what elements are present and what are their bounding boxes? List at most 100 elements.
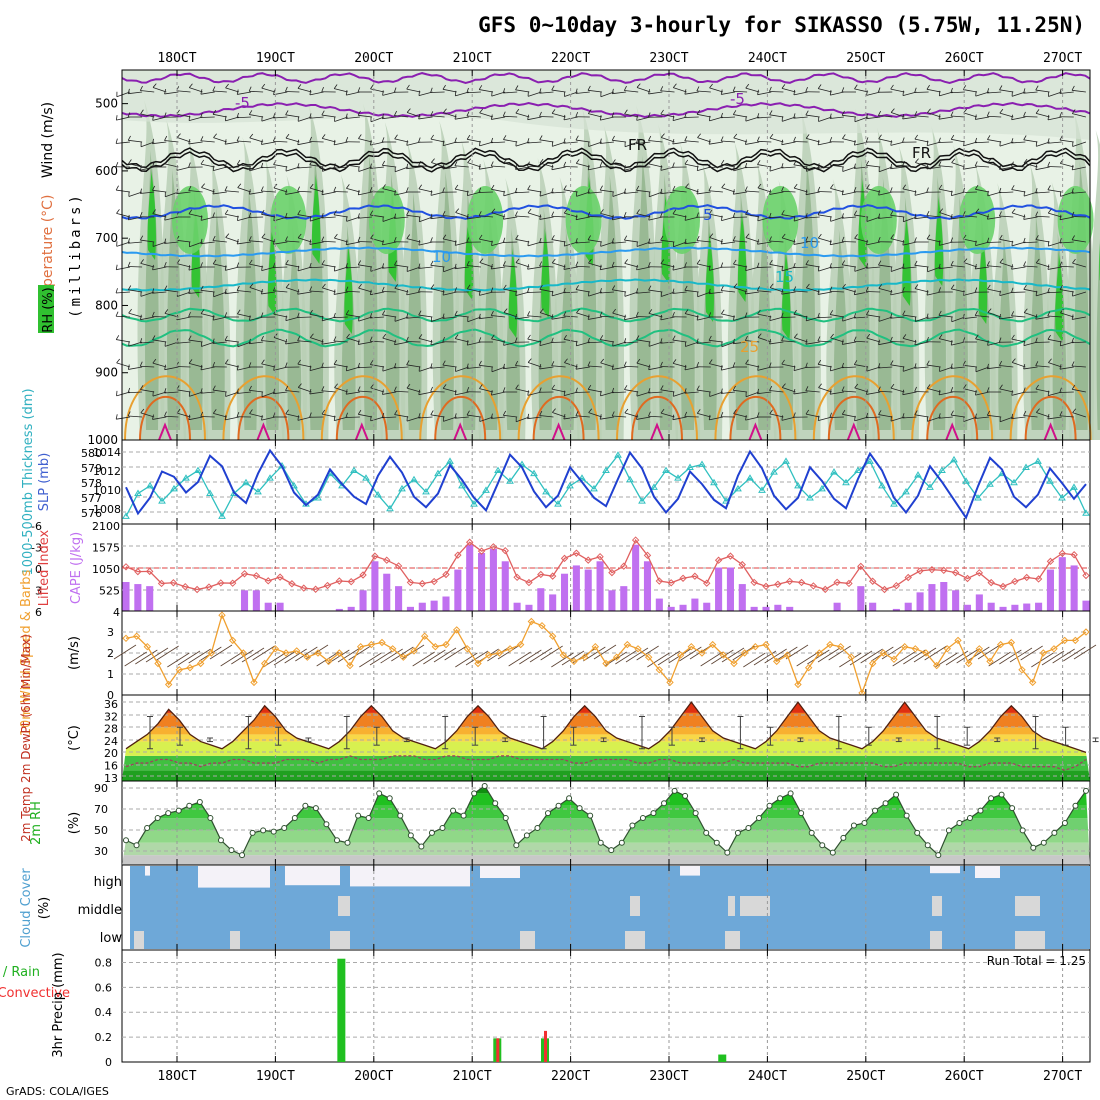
- wind-barb-flag: [575, 214, 578, 220]
- wind-barb: [915, 316, 929, 322]
- wind-barb: [817, 647, 841, 663]
- wind-barb: [370, 316, 385, 319]
- wind-barb: [793, 164, 808, 168]
- wind-barb-flag: [273, 388, 276, 394]
- wind-barb-flag: [563, 161, 567, 167]
- rh-point: [956, 820, 963, 826]
- wind-barb: [902, 416, 917, 419]
- li-point: [868, 577, 877, 585]
- wind-barb-flag: [648, 215, 650, 221]
- wind-barb: [519, 649, 542, 665]
- wind-barb: [975, 315, 990, 318]
- wind-barb: [430, 341, 445, 346]
- wind-barb-flag: [611, 285, 616, 291]
- wind-barb-flag: [139, 188, 142, 194]
- wind-barb-flag: [297, 359, 301, 365]
- wind-barb: [938, 165, 953, 168]
- wind-barb: [394, 390, 409, 393]
- rh-tick: 30: [94, 845, 108, 858]
- wind-barb-flag: [877, 386, 881, 392]
- wind-barb: [200, 366, 215, 371]
- rh-point: [154, 815, 161, 822]
- wind-barb: [1072, 166, 1086, 171]
- rh-point: [376, 790, 383, 797]
- thickness-point: [878, 481, 886, 489]
- wind-barb: [529, 647, 553, 663]
- cape-bar: [146, 586, 154, 611]
- wind-barb: [890, 166, 905, 170]
- wind-barb: [333, 166, 348, 169]
- wind-barb-flag: [660, 165, 662, 171]
- wind-barb: [152, 116, 167, 121]
- cape-bar: [395, 586, 403, 611]
- wind-barb: [849, 650, 873, 666]
- wind-barb-flag: [781, 186, 784, 192]
- wind-barb-flag: [297, 186, 300, 192]
- li-point: [525, 578, 533, 587]
- wind-barb-flag: [151, 311, 155, 317]
- wind-barb-flag: [854, 84, 858, 90]
- wind-barb: [515, 89, 530, 93]
- wind-barb-flag: [466, 111, 470, 117]
- wind-barb-flag: [951, 158, 956, 163]
- wind-barb-flag: [502, 237, 506, 243]
- wind-barb-flag: [418, 113, 421, 120]
- wind-barb: [866, 91, 881, 96]
- wind-barb-flag: [358, 134, 362, 139]
- wind-barb-flag: [115, 335, 120, 340]
- wind-barb-flag: [127, 238, 130, 244]
- wind-barb-flag: [757, 309, 761, 315]
- wind-barb-flag: [503, 158, 508, 164]
- cape-bar: [537, 588, 545, 611]
- wind-barb-flag: [478, 164, 481, 170]
- wind-barb-flag: [382, 310, 386, 316]
- wind-barb: [660, 389, 675, 393]
- wind-barb-flag: [442, 140, 445, 146]
- wind-barb: [624, 239, 639, 243]
- wind-barb-flag: [721, 309, 725, 315]
- wind-barb-flag: [491, 240, 493, 246]
- wind-barb: [661, 137, 675, 143]
- wind-barb-flag: [1059, 364, 1062, 370]
- li-point: [785, 577, 794, 586]
- rh-tick: 70: [94, 803, 108, 816]
- wind-barb-flag: [1036, 408, 1040, 413]
- wind-barb-flag: [321, 339, 324, 345]
- wind-barb: [709, 391, 724, 397]
- run-total: Run Total = 1.25: [987, 954, 1086, 968]
- wind-barb: [878, 115, 893, 118]
- contour-label: 10: [432, 248, 451, 266]
- wind-barb: [657, 650, 681, 666]
- wind-barb-flag: [454, 389, 457, 395]
- wind-barb-flag: [212, 338, 215, 344]
- wind-barb: [1072, 412, 1087, 418]
- wind-barb-flag: [297, 336, 301, 341]
- wind-barb-flag: [151, 162, 155, 168]
- wind-barb: [769, 216, 784, 219]
- temperature-contours: [121, 72, 1092, 441]
- li-point: [465, 538, 474, 546]
- wind-barb: [551, 89, 566, 93]
- wind-barb: [1072, 113, 1086, 118]
- temp-tick: 24: [104, 735, 118, 748]
- wind-barb-flag: [442, 234, 447, 240]
- wind-barb: [745, 190, 760, 193]
- li-tick: 6: [35, 606, 42, 619]
- wind-barb: [176, 389, 191, 393]
- wind-barb-flag: [406, 187, 409, 193]
- wind-barb: [1011, 189, 1026, 193]
- wind-barb: [442, 215, 457, 218]
- wind-barb-flag: [297, 312, 300, 318]
- wind-barb-flag: [406, 108, 411, 113]
- wind-barb-flag: [345, 90, 348, 96]
- thickness-point: [1070, 483, 1078, 490]
- wind-barb: [709, 213, 723, 218]
- wind-barb: [660, 239, 675, 243]
- wind-barb-flag: [841, 213, 844, 219]
- wind-barb-flag: [611, 88, 614, 94]
- wind-barb: [231, 649, 254, 665]
- wind-barb: [575, 216, 590, 221]
- cape-bar: [679, 604, 687, 611]
- wind-barb-flag: [261, 83, 266, 89]
